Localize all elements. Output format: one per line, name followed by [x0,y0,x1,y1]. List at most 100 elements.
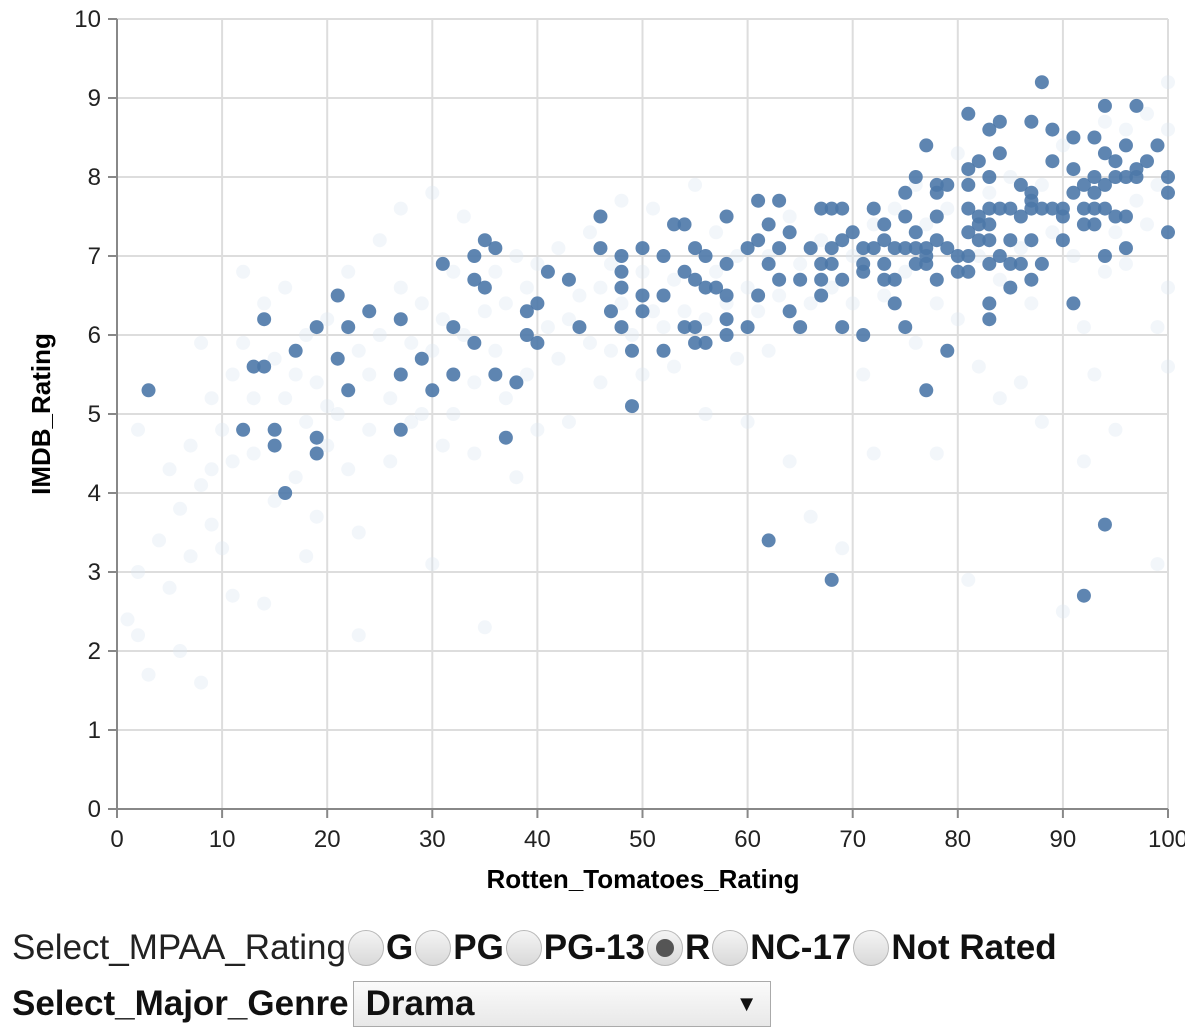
faded-data-point[interactable] [131,565,146,579]
faded-data-point[interactable] [278,391,293,406]
faded-data-point[interactable] [383,454,398,469]
highlighted-data-point[interactable] [835,233,850,248]
highlighted-data-point[interactable] [393,367,408,382]
faded-data-point[interactable] [866,217,881,232]
faded-data-point[interactable] [1024,296,1039,311]
faded-data-point[interactable] [467,446,482,461]
faded-data-point[interactable] [162,462,177,477]
highlighted-data-point[interactable] [688,320,703,335]
highlighted-data-point[interactable] [919,138,934,153]
faded-data-point[interactable] [267,351,282,366]
radio-button[interactable] [415,930,452,966]
highlighted-data-point[interactable] [1024,201,1039,216]
highlighted-data-point[interactable] [961,162,976,177]
faded-data-point[interactable] [1161,75,1175,90]
highlighted-data-point[interactable] [929,185,944,200]
faded-data-point[interactable] [467,375,482,390]
highlighted-data-point[interactable] [1055,209,1070,224]
highlighted-data-point[interactable] [961,225,976,240]
faded-data-point[interactable] [835,541,850,556]
faded-data-point[interactable] [845,249,860,263]
faded-data-point[interactable] [561,414,576,429]
highlighted-data-point[interactable] [835,272,850,287]
faded-data-point[interactable] [530,256,545,271]
faded-data-point[interactable] [856,367,871,382]
highlighted-data-point[interactable] [614,249,629,263]
highlighted-data-point[interactable] [982,170,997,184]
highlighted-data-point[interactable] [814,256,829,271]
faded-data-point[interactable] [414,407,429,421]
highlighted-data-point[interactable] [677,217,692,232]
faded-data-point[interactable] [173,644,188,658]
faded-data-point[interactable] [351,525,366,540]
highlighted-data-point[interactable] [929,233,944,248]
faded-data-point[interactable] [278,280,293,295]
highlighted-data-point[interactable] [278,486,293,500]
faded-data-point[interactable] [1045,225,1060,240]
highlighted-data-point[interactable] [257,312,272,327]
highlighted-data-point[interactable] [1045,154,1060,169]
faded-data-point[interactable] [793,256,808,271]
highlighted-data-point[interactable] [908,225,923,240]
faded-data-point[interactable] [982,185,997,200]
faded-data-point[interactable] [204,462,219,477]
faded-data-point[interactable] [709,264,724,279]
faded-data-point[interactable] [414,296,429,311]
highlighted-data-point[interactable] [435,256,450,271]
faded-data-point[interactable] [582,225,597,240]
highlighted-data-point[interactable] [267,438,282,453]
faded-data-point[interactable] [351,628,366,643]
faded-data-point[interactable] [225,454,240,469]
faded-data-point[interactable] [372,233,387,248]
highlighted-data-point[interactable] [614,280,629,295]
highlighted-data-point[interactable] [1066,296,1081,311]
faded-data-point[interactable] [667,359,682,374]
faded-data-point[interactable] [309,375,324,390]
highlighted-data-point[interactable] [561,272,576,287]
faded-data-point[interactable] [614,296,629,311]
faded-data-point[interactable] [173,501,188,516]
faded-data-point[interactable] [236,335,251,350]
highlighted-data-point[interactable] [467,249,482,263]
faded-data-point[interactable] [131,628,146,643]
faded-data-point[interactable] [225,588,240,603]
highlighted-data-point[interactable] [614,320,629,335]
faded-data-point[interactable] [751,304,766,319]
highlighted-data-point[interactable] [898,209,913,224]
faded-data-point[interactable] [246,391,261,406]
radio-button[interactable] [505,930,542,966]
highlighted-data-point[interactable] [688,272,703,287]
faded-data-point[interactable] [887,201,902,216]
highlighted-data-point[interactable] [246,359,261,374]
highlighted-data-point[interactable] [1034,201,1049,216]
highlighted-data-point[interactable] [593,241,608,256]
highlighted-data-point[interactable] [940,241,955,256]
highlighted-data-point[interactable] [635,288,650,303]
faded-data-point[interactable] [540,320,555,335]
faded-data-point[interactable] [561,312,576,327]
mpaa-option-pg[interactable]: PG [413,920,504,976]
highlighted-data-point[interactable] [467,335,482,350]
highlighted-data-point[interactable] [877,272,892,287]
highlighted-data-point[interactable] [488,241,503,256]
highlighted-data-point[interactable] [393,312,408,327]
highlighted-data-point[interactable] [698,280,713,295]
faded-data-point[interactable] [1013,241,1028,256]
highlighted-data-point[interactable] [1045,201,1060,216]
highlighted-data-point[interactable] [803,241,818,256]
faded-data-point[interactable] [845,296,860,311]
faded-data-point[interactable] [183,438,198,453]
highlighted-data-point[interactable] [1097,146,1112,161]
highlighted-data-point[interactable] [1003,256,1018,271]
highlighted-data-point[interactable] [761,256,776,271]
faded-data-point[interactable] [740,280,755,295]
faded-data-point[interactable] [992,391,1007,406]
highlighted-data-point[interactable] [982,296,997,311]
highlighted-data-point[interactable] [751,193,766,208]
highlighted-data-point[interactable] [824,572,839,587]
highlighted-data-point[interactable] [1055,233,1070,248]
faded-data-point[interactable] [1076,320,1091,335]
faded-data-point[interactable] [446,264,461,279]
faded-data-point[interactable] [362,422,377,437]
faded-data-point[interactable] [488,264,503,279]
